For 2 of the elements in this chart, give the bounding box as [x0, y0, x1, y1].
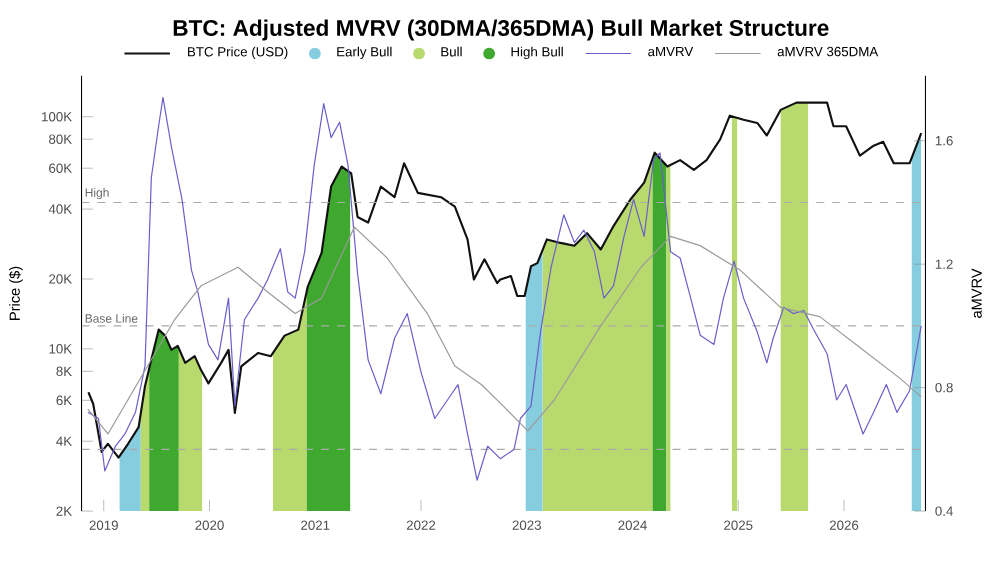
- line-series: [87, 226, 922, 436]
- chart-title: BTC: Adjusted MVRV (30DMA/365DMA) Bull Market Structure: [173, 19, 829, 41]
